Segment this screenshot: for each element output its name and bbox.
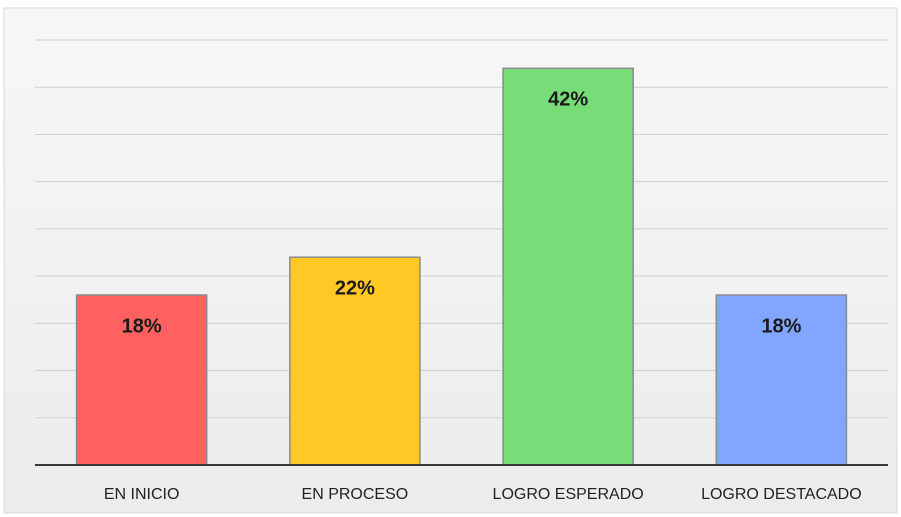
data-label: 22%	[335, 278, 375, 300]
bar	[75, 294, 208, 466]
bar	[715, 294, 848, 466]
x-tick-label: LOGRO DESTACADO	[701, 486, 862, 503]
data-label: 42%	[548, 89, 588, 111]
x-tick-label: EN INICIO	[104, 486, 180, 503]
data-label: 18%	[122, 315, 162, 337]
x-tick-label: EN PROCESO	[302, 486, 409, 503]
data-label: 18%	[761, 315, 801, 337]
x-tick-label: LOGRO ESPERADO	[493, 486, 644, 503]
bar	[502, 67, 634, 466]
